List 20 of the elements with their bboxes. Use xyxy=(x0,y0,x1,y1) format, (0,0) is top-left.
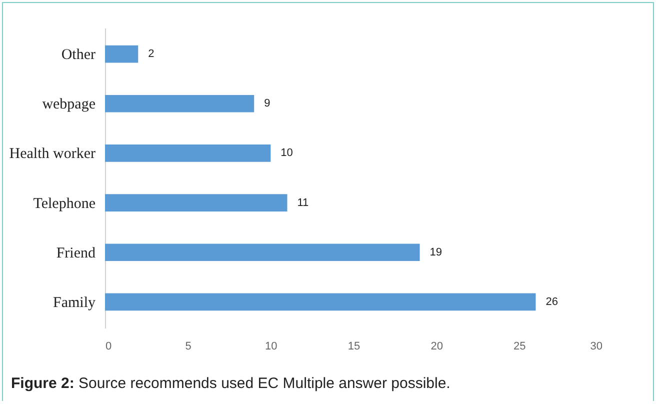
y-tick-label: webpage xyxy=(42,96,96,113)
y-tick-label: Friend xyxy=(56,245,96,262)
x-tick-label: 25 xyxy=(514,340,526,352)
x-tick-label: 10 xyxy=(265,340,278,352)
data-label: 9 xyxy=(264,98,270,110)
x-tick-label: 5 xyxy=(185,340,192,352)
y-tick-label: Telephone xyxy=(33,196,96,212)
y-tick-label: Other xyxy=(61,47,96,64)
x-tick-label: 0 xyxy=(106,340,112,352)
data-label: 26 xyxy=(546,296,558,308)
caption: Figure 2: Source recommends used EC Multiple answer possible. xyxy=(11,375,450,392)
x-tick-label: 20 xyxy=(430,340,443,352)
data-label: 10 xyxy=(280,147,293,160)
x-tick-label: 15 xyxy=(348,340,360,352)
y-tick-label: Health worker xyxy=(9,146,96,162)
data-label: 19 xyxy=(430,246,442,258)
data-label: 11 xyxy=(297,196,309,209)
data-label: 2 xyxy=(148,48,154,60)
x-tick-label: 30 xyxy=(590,340,602,352)
y-tick-label: Family xyxy=(52,294,96,311)
